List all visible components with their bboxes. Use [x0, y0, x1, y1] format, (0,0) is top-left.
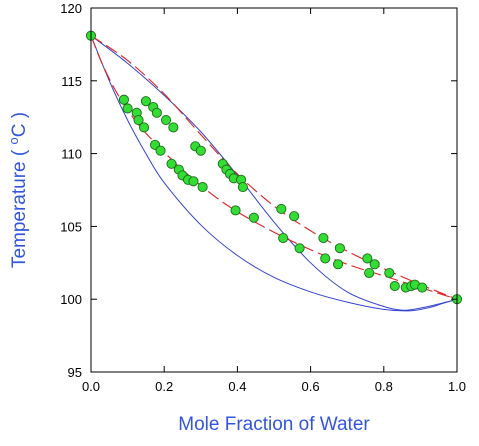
data-point	[230, 205, 241, 216]
data-point	[139, 122, 150, 133]
x-tick-label: 0.0	[82, 379, 100, 394]
y-axis-title-main: Temperature (	[9, 145, 30, 269]
x-axis-title: Mole Fraction of Water	[178, 414, 370, 435]
data-point	[289, 211, 300, 222]
y-tick-label: 110	[61, 147, 82, 162]
data-point	[362, 253, 373, 264]
solid-model-curve	[91, 35, 457, 311]
data-point	[294, 243, 305, 254]
data-point	[160, 115, 172, 126]
data-point	[118, 94, 129, 105]
plot-frame	[90, 7, 458, 373]
y-tick-label: 105	[60, 219, 82, 234]
data-point	[417, 282, 428, 293]
y-axis-title-end: C )	[9, 112, 30, 137]
data-point	[237, 182, 248, 193]
data-point	[197, 182, 208, 193]
y-tick-label: 115	[61, 74, 82, 89]
dashed-fit-curve	[91, 35, 457, 300]
data-point	[195, 145, 206, 156]
y-axis-title-sup: o	[6, 137, 21, 144]
data-point	[276, 203, 287, 214]
data-point	[278, 232, 289, 244]
data-point	[155, 145, 166, 156]
data-point	[334, 243, 345, 254]
data-point	[151, 107, 162, 118]
ticks-layer: 0.0 0.2 0.4 0.6 0.8 1.0 95 100 105 110 115 120	[60, 1, 466, 394]
data-point	[332, 259, 344, 270]
data-point	[364, 267, 375, 279]
data-point	[248, 212, 259, 223]
data-point	[166, 158, 177, 169]
data-point	[318, 232, 329, 244]
data-point	[140, 96, 151, 107]
y-tick-label: 120	[60, 1, 82, 16]
x-tick-label: 0.8	[375, 379, 393, 394]
data-point	[122, 103, 133, 114]
data-point	[168, 122, 179, 133]
x-tick-label: 0.2	[155, 379, 173, 394]
y-tick-label: 100	[60, 292, 82, 307]
x-tick-label: 1.0	[448, 379, 466, 394]
data-point	[133, 115, 144, 126]
x-tick-label: 0.4	[228, 379, 246, 394]
data-point	[369, 259, 380, 270]
x-tick-label: 0.6	[302, 379, 320, 394]
data-point	[320, 253, 331, 264]
solid-model-curve	[91, 35, 457, 312]
y-tick-label: 95	[68, 365, 82, 380]
data-point	[188, 176, 199, 187]
dashed-fit-curve	[91, 35, 457, 300]
points-layer	[85, 30, 463, 305]
data-point	[389, 281, 400, 292]
y-axis-title: Temperature ( oC )	[6, 112, 31, 268]
data-point	[384, 267, 395, 279]
curves-layer	[91, 35, 457, 312]
